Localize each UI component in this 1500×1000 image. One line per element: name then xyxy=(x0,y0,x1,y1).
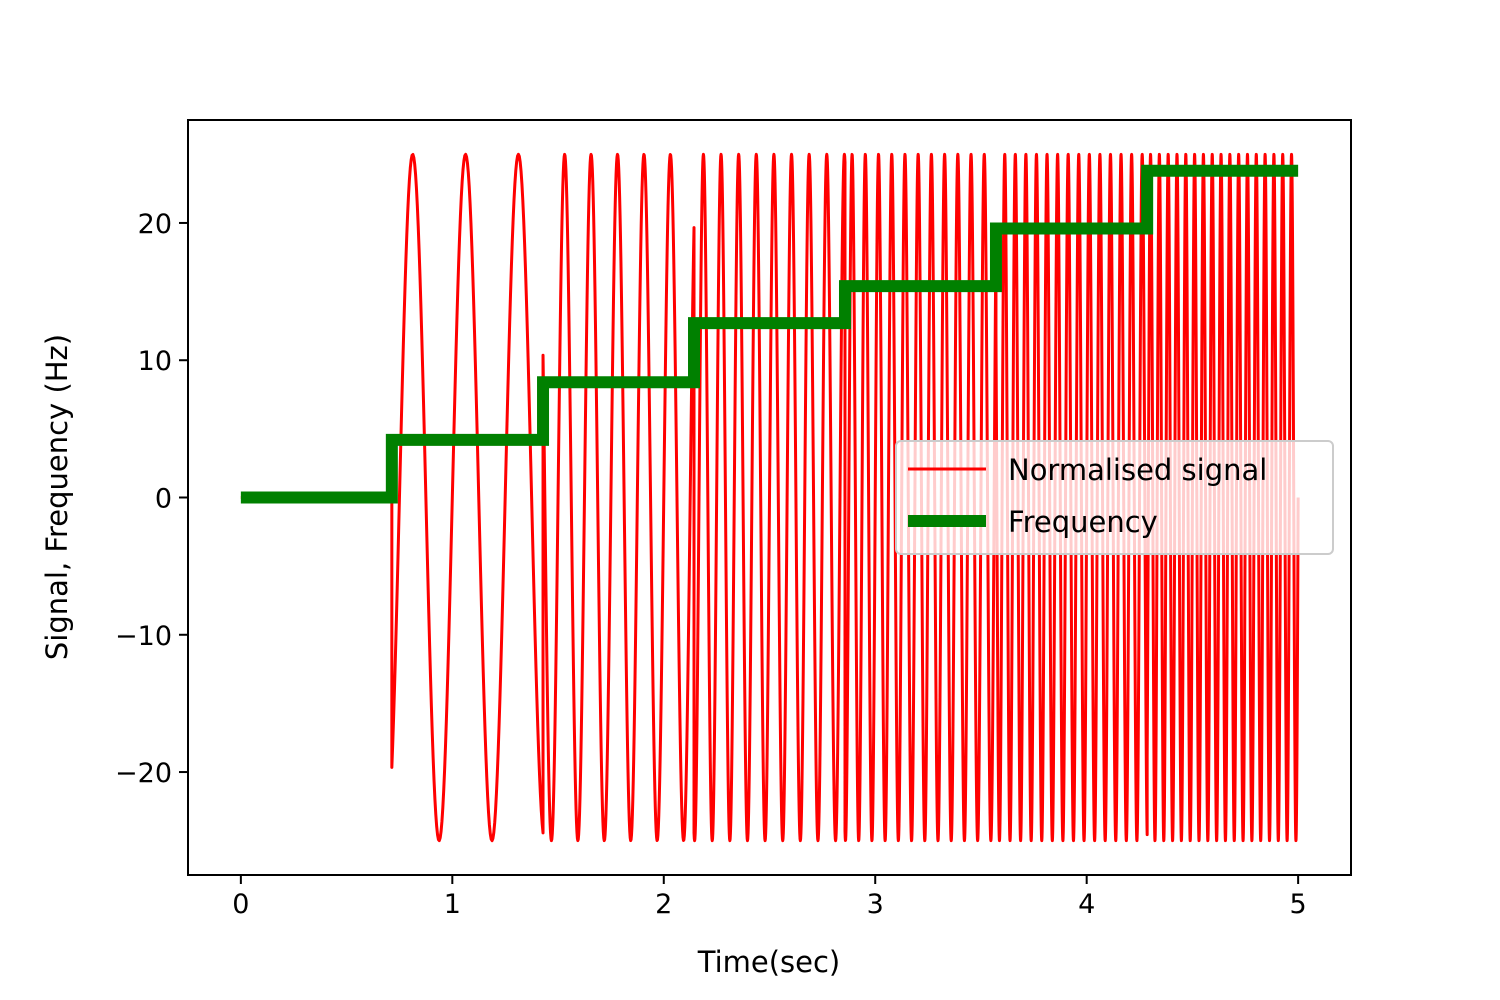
y-tick-label: 0 xyxy=(155,484,172,515)
y-axis: −20 −10 0 10 20 xyxy=(115,209,188,789)
y-tick-label: 20 xyxy=(138,209,172,240)
x-tick-label: 5 xyxy=(1290,889,1307,920)
y-tick-label: −20 xyxy=(115,758,172,789)
y-tick-label: −10 xyxy=(115,621,172,652)
legend-label-frequency: Frequency xyxy=(1008,505,1158,539)
series-frequency xyxy=(240,164,1299,504)
y-axis-label: Signal, Frequency (Hz) xyxy=(40,334,74,660)
x-axis: 0 1 2 3 4 5 xyxy=(232,875,1307,920)
x-tick-label: 3 xyxy=(867,889,884,920)
x-tick-label: 4 xyxy=(1078,889,1095,920)
y-tick-label: 10 xyxy=(138,346,172,377)
series-layer xyxy=(240,152,1300,843)
legend-label-signal: Normalised signal xyxy=(1008,453,1267,487)
x-axis-label: Time(sec) xyxy=(697,945,841,979)
x-tick-label: 0 xyxy=(232,889,249,920)
legend: Normalised signal Frequency xyxy=(895,440,1334,555)
series-normalised-signal xyxy=(240,152,1300,843)
x-tick-label: 2 xyxy=(655,889,672,920)
legend-box xyxy=(895,440,1334,555)
x-tick-label: 1 xyxy=(444,889,461,920)
